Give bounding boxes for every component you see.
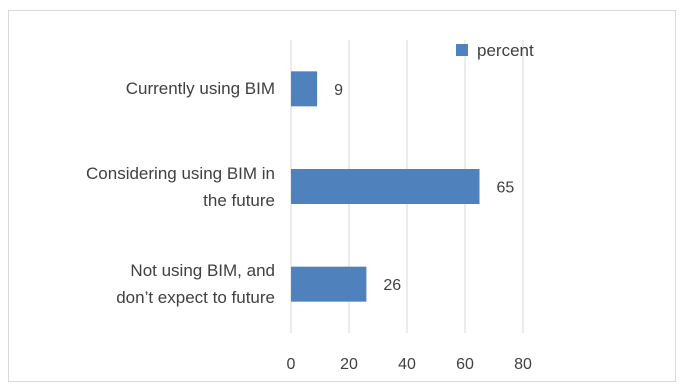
category-label-line: Currently using BIM <box>125 79 275 99</box>
x-tick-label: 60 <box>456 356 474 373</box>
category-label: Not using BIM, and don’t expect to future <box>25 257 275 311</box>
bar <box>291 266 367 302</box>
data-label: 26 <box>383 277 401 294</box>
bar <box>291 169 480 204</box>
x-tick-label: 80 <box>514 356 532 373</box>
x-tick-label: 0 <box>287 356 296 373</box>
data-label: 9 <box>334 82 343 99</box>
category-label-line: Not using BIM, and <box>130 261 275 281</box>
category-label: Currently using BIM <box>25 75 275 102</box>
legend-swatch <box>456 44 468 56</box>
x-tick-label: 40 <box>398 356 416 373</box>
x-tick-label: 20 <box>340 356 358 373</box>
data-label: 65 <box>497 180 515 197</box>
bar <box>291 71 318 107</box>
category-label-line: don’t expect to future <box>116 288 275 308</box>
category-label-line: the future <box>203 190 275 210</box>
category-label: Considering using BIM in the future <box>25 160 275 214</box>
category-label-line: Considering using BIM in <box>86 163 275 183</box>
legend-label: percent <box>477 41 534 60</box>
